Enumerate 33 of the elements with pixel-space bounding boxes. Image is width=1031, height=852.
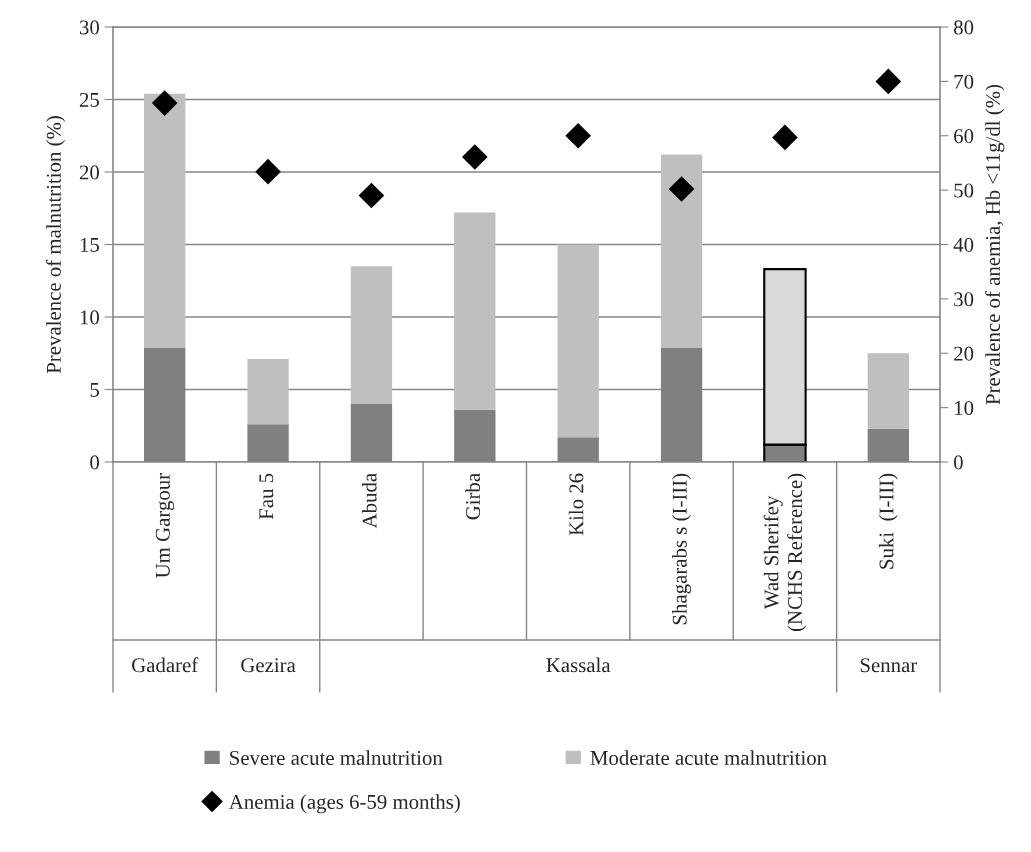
y2-tick-label: 0 <box>953 455 963 470</box>
y-tick-label: 10 <box>80 310 100 325</box>
y2-tick-label: 70 <box>954 74 974 89</box>
text: Gezira <box>241 658 296 673</box>
x-tick-label: Suki (I-III) <box>878 473 898 569</box>
y-tick-label: 25 <box>79 92 99 107</box>
y-tick-label: 0 <box>90 455 100 470</box>
y2-tick-label: 10 <box>955 401 974 416</box>
y2-tick-label: 40 <box>953 237 974 252</box>
legend-label: Anemia (ages 6-59 months) <box>228 794 460 814</box>
legend-label: Severe acute malnutrition <box>230 750 443 765</box>
x-tick-label: Um Gargour <box>155 473 175 578</box>
y2-axis-title: Prevalence of anemia, Hb <11g/dl (%) <box>985 84 1005 405</box>
y2-tick-label: 50 <box>954 183 974 198</box>
text: Kassala <box>546 657 611 673</box>
y-tick-label: 5 <box>90 383 99 397</box>
x-tick-label: Abuda <box>361 473 377 529</box>
x-tick-label: Wad Sherifey (NCHS Reference) <box>763 473 807 632</box>
y-tick-label: 30 <box>79 20 100 35</box>
x-tick-label: Shagarabs s (I-III) <box>672 473 692 625</box>
y2-tick-label: 30 <box>954 292 974 307</box>
x-tick-label: Kilo 26 <box>568 473 584 536</box>
y-tick-label: 20 <box>79 165 100 180</box>
text: Gadaref <box>132 657 199 673</box>
y2-tick-label: 20 <box>954 346 974 361</box>
x-tick-label: Girba <box>465 473 481 520</box>
y-axis-title: Prevalence of malnutrition (%) <box>45 116 66 374</box>
x-tick-label: Fau 5 <box>259 473 274 520</box>
y2-tick-label: 60 <box>954 129 974 144</box>
y2-tick-label: 80 <box>953 20 974 35</box>
y-tick-label: 15 <box>80 237 99 252</box>
text: Sennar <box>860 658 918 673</box>
legend-label: Moderate acute malnutrition <box>590 750 827 765</box>
